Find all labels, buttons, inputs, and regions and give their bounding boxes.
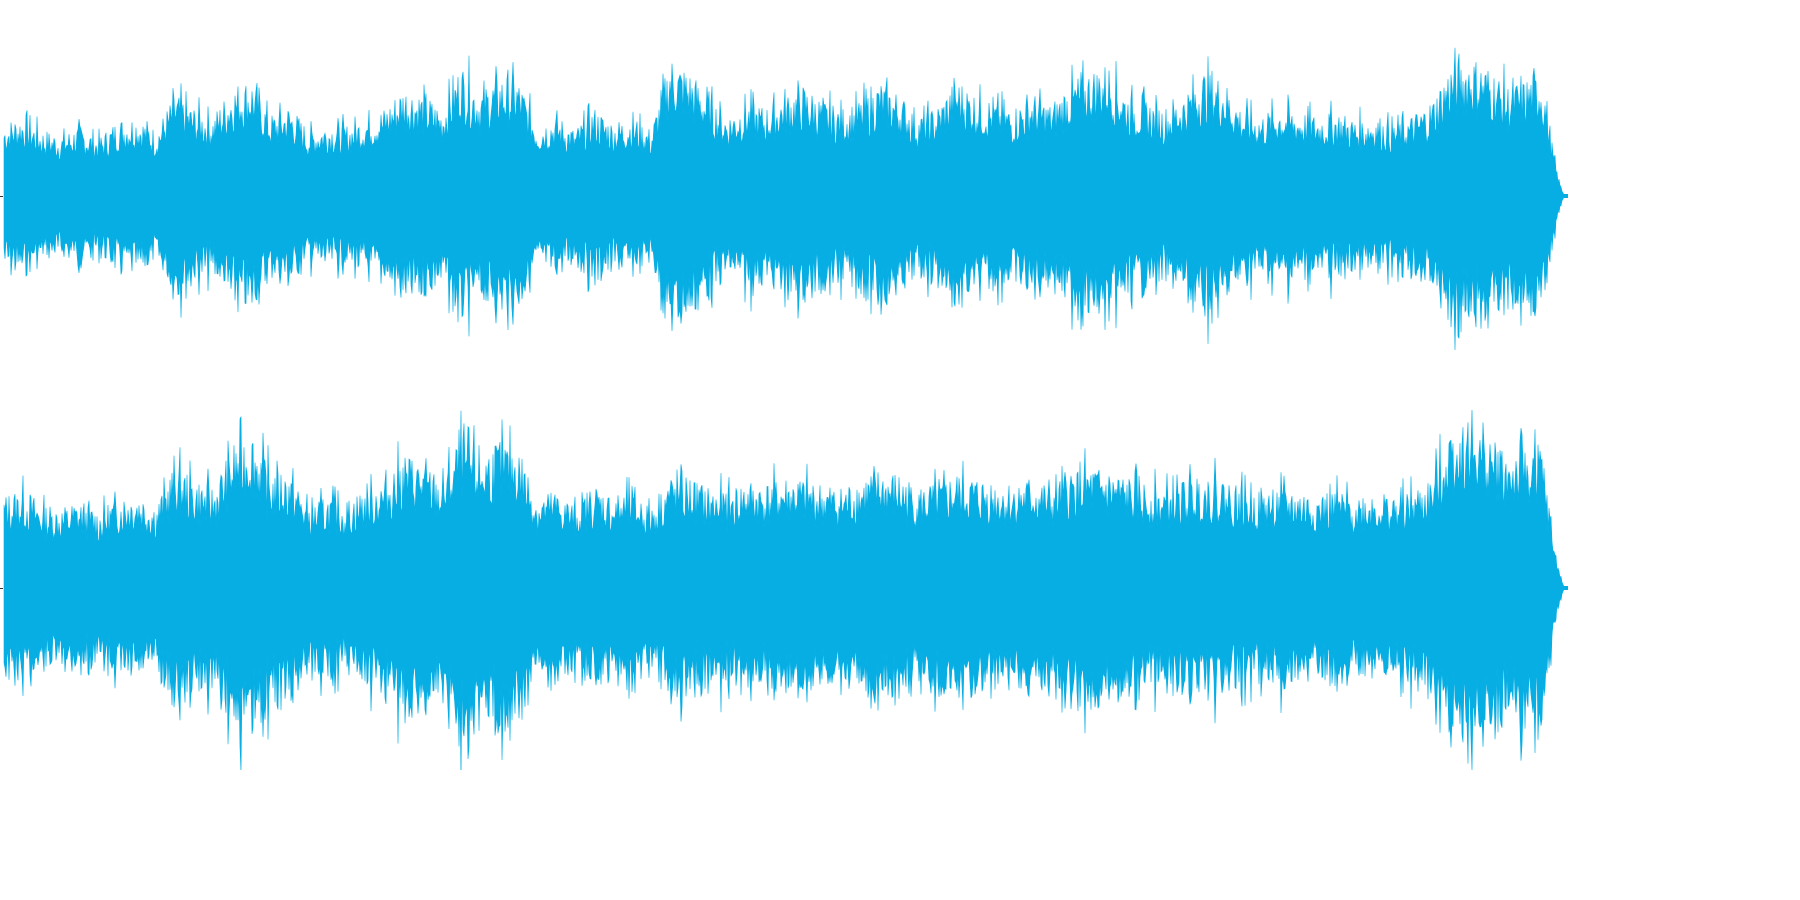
waveform-channel-left (0, 40, 1800, 350)
waveform-shape (3, 47, 1569, 350)
top-channel-zero-tick (0, 196, 3, 197)
waveform-right-svg (3, 410, 1569, 770)
waveform-left-svg (3, 47, 1569, 350)
bottom-channel-zero-tick (0, 588, 3, 589)
waveform-channel-right (0, 410, 1800, 770)
